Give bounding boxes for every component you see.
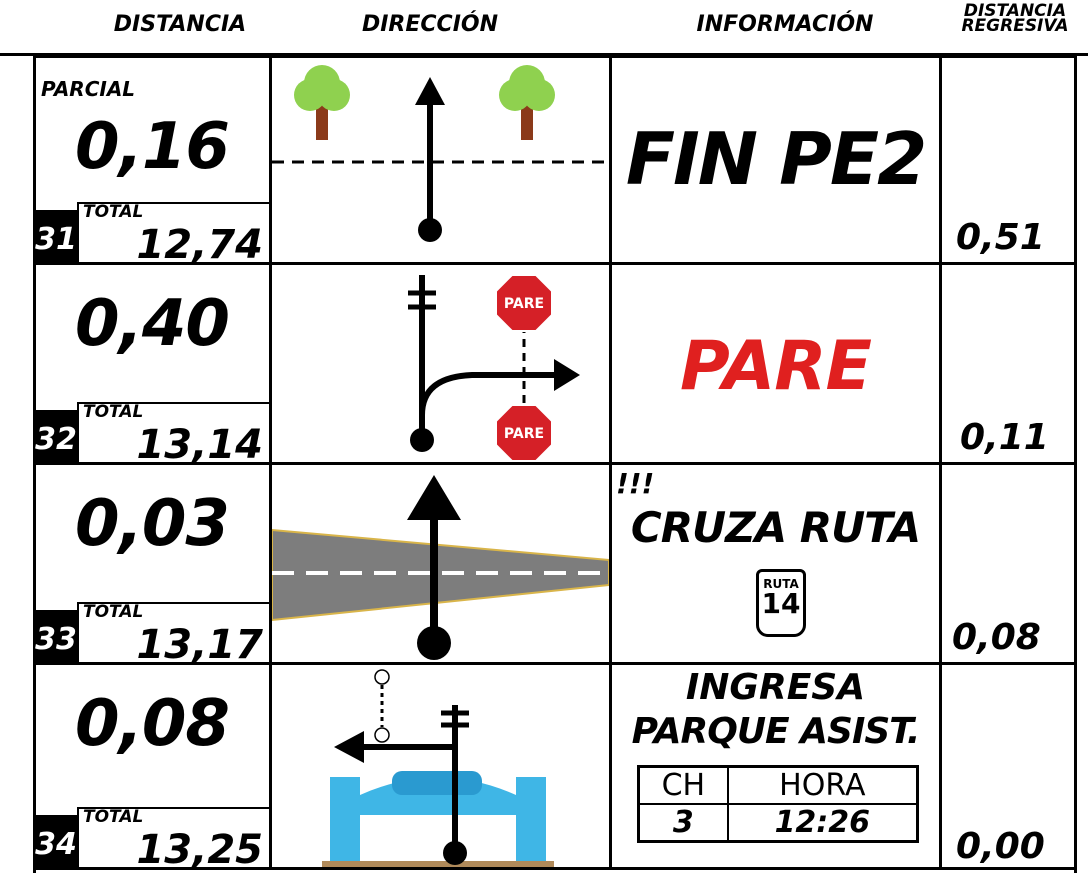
header-rule [0,53,1088,56]
info-text: FIN PE2 [625,117,927,201]
control-table-cell: 3 [637,803,729,843]
row-number: 34 [35,815,77,867]
row-number: 31 [35,210,77,262]
direction-cell [272,665,612,867]
route-sign-label: RUTA [763,577,799,591]
row-number: 33 [35,610,77,662]
partial-distance: 0,03 [75,487,230,561]
table-frame [33,55,1077,873]
direction-cell: PARE PARE [272,265,612,462]
stop-sign-text: PARE [504,296,544,312]
total-box: TOTAL 13,17 [77,602,269,668]
regressive-distance: 0,11 [960,417,1049,458]
control-table: CH HORA 3 12:26 [637,765,919,843]
distance-cell: 0,03 33 TOTAL 13,17 [35,465,272,668]
route-sign-number: 14 [761,587,801,620]
distance-cell: PARCIAL 0,16 31 TOTAL 12,74 [35,55,272,268]
control-table-header: HORA [726,765,919,805]
column-header: INFORMACIÓN [696,12,874,37]
total-distance: 13,25 [136,827,263,873]
info-cell: INGRESA PARQUE ASIST. CH HORA 3 12:26 [612,665,942,867]
total-label: TOTAL [83,202,144,222]
total-distance: 12,74 [136,222,263,268]
total-label: TOTAL [83,402,144,422]
total-box: TOTAL 12,74 [77,202,269,268]
regressive-cell: 0,00 [942,665,1075,867]
regressive-distance: 0,51 [956,217,1045,258]
roadbook-row: PARCIAL 0,16 31 TOTAL 12,74 FIN PE2 0,51 [35,55,1075,268]
info-cell: FIN PE2 [612,55,942,262]
route-sign: RUTA 14 [756,569,806,637]
partial-label: PARCIAL [41,77,136,101]
partial-distance: 0,40 [75,287,230,361]
column-header: DISTANCIA REGRESIVA [961,1,1069,36]
partial-distance: 0,16 [75,110,230,184]
info-cell: !!! CRUZA RUTA RUTA 14 [612,465,942,662]
tree [294,65,350,140]
control-table-header: CH [637,765,729,805]
roadbook-row: 0,03 33 TOTAL 13,17 !!! CRUZA RUTA RUTA … [35,465,1075,668]
info-text: PARE [679,327,872,406]
row-number: 32 [35,410,77,462]
stop-sign-text: PARE [504,426,544,442]
roadbook-row: 0,40 32 TOTAL 13,14 PARE PARE [35,265,1075,468]
direction-diagram: PARE PARE [408,274,580,462]
direction-diagram [271,475,610,660]
tree [499,65,555,140]
roadbook-row: 0,08 34 TOTAL 13,25 [35,665,1075,873]
total-distance: 13,14 [136,422,263,468]
info-text: CRUZA RUTA [630,503,921,552]
regressive-distance: 0,08 [952,617,1041,658]
direction-diagram [272,65,609,242]
total-label: TOTAL [83,807,144,827]
partial-distance: 0,08 [75,687,230,761]
direction-cell [271,465,612,662]
total-box: TOTAL 13,14 [77,402,269,468]
regressive-cell: 0,08 [942,465,1075,662]
info-line: INGRESA [685,667,866,708]
warning-marks: !!! [616,467,655,500]
column-header: DISTANCIA [113,12,247,37]
info-cell: PARE [612,265,942,462]
total-distance: 13,17 [136,622,263,668]
distance-cell: 0,08 34 TOTAL 13,25 [35,665,272,873]
regressive-cell: 0,11 [942,265,1075,462]
total-label: TOTAL [83,602,144,622]
direction-diagram [322,669,554,867]
regressive-cell: 0,51 [942,55,1075,262]
distance-cell: 0,40 32 TOTAL 13,14 [35,265,272,468]
total-box: TOTAL 13,25 [77,807,269,873]
info-line: PARQUE ASIST. [631,711,921,752]
regressive-distance: 0,00 [956,826,1045,867]
column-header: DIRECCIÓN [361,12,498,37]
direction-cell [272,55,612,262]
control-table-cell: 12:26 [726,803,919,843]
